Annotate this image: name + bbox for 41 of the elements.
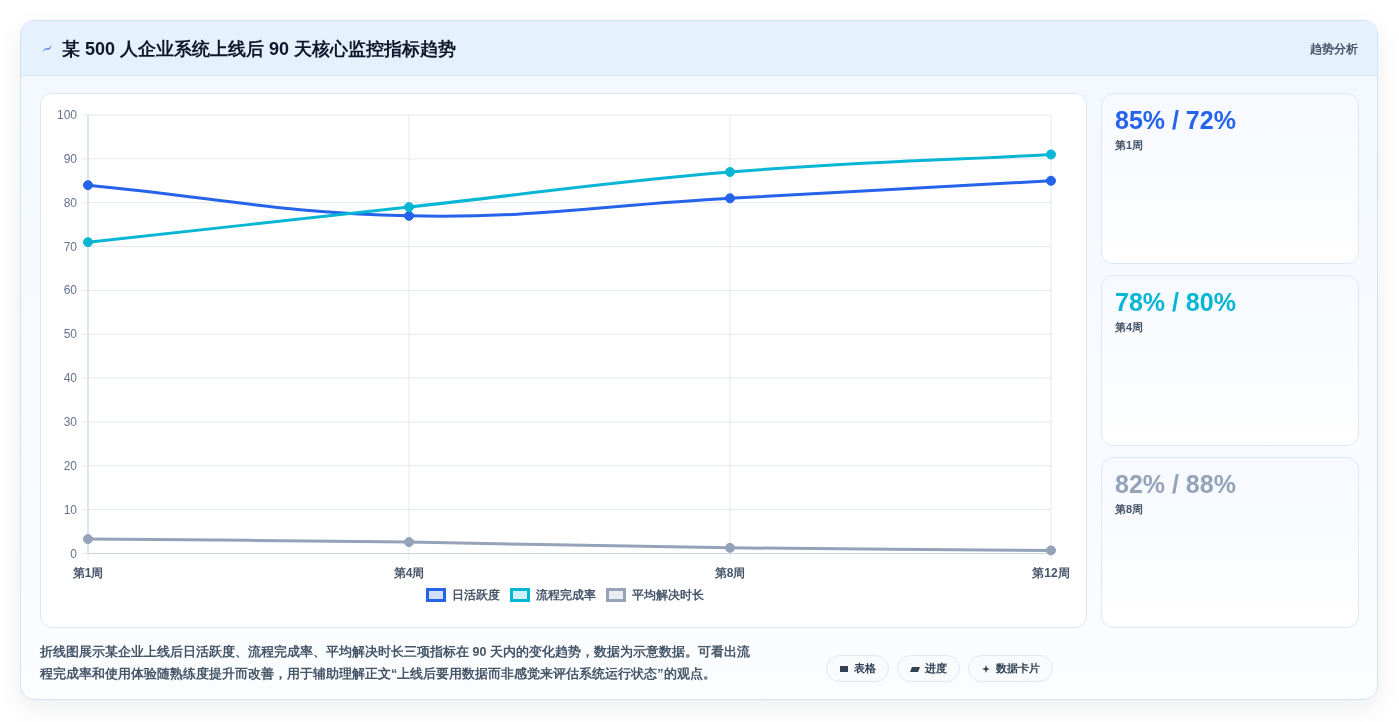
text: 表格 <box>854 661 876 676</box>
text: 78% / 80% <box>1115 287 1236 318</box>
x-tick-label: 第1周 <box>71 565 104 580</box>
y-tick-label: 80 <box>63 195 78 210</box>
point <box>1046 175 1056 186</box>
point <box>725 193 735 204</box>
y-tick-label: 100 <box>56 108 78 122</box>
y-tick-label: 30 <box>63 414 78 429</box>
legend-label: 日活跃度 <box>451 587 500 603</box>
chart-title: 某 500 人企业系统上线后 90 天核心监控指标趋势 <box>62 38 457 61</box>
x-tick-label: 第8周 <box>713 565 746 580</box>
text: 折线图展示某企业上线后日活跃度、流程完成率、平均解决时长三项指标在 90 天内的变化趋势，数据为示意数据。可看出流程完成率和使用体验随熟练度提升而改善，用于辅助理解正文“上线后要用数据而非感觉来评估系统运行状态”的观点。 <box>40 643 751 683</box>
point <box>404 202 414 213</box>
text: 进度 <box>925 661 947 676</box>
point <box>83 534 93 545</box>
text: 85% / 72% <box>1115 105 1236 136</box>
y-tick-label: 40 <box>63 371 78 386</box>
text: 数据卡片 <box>996 661 1040 676</box>
y-tick-label: 10 <box>63 502 78 517</box>
text: 第8周 <box>1115 502 1144 516</box>
text: 第1周 <box>1115 138 1144 152</box>
x-tick-label: 第12周 <box>1031 565 1070 580</box>
x-tick-label: 第4周 <box>392 565 425 580</box>
point <box>83 180 93 191</box>
y-tick-label: 50 <box>63 327 78 342</box>
point <box>725 167 735 178</box>
text: 第4周 <box>1115 320 1144 334</box>
y-tick-label: 90 <box>63 151 78 166</box>
y-tick-label: 60 <box>63 283 78 298</box>
legend-label: 平均解决时长 <box>631 587 704 603</box>
y-tick-label: 70 <box>63 239 78 254</box>
legend-label: 流程完成率 <box>535 587 596 603</box>
point <box>725 542 735 553</box>
text: 82% / 88% <box>1115 469 1236 500</box>
point <box>404 537 414 548</box>
y-tick-label: 0 <box>70 546 78 561</box>
point <box>1046 545 1056 556</box>
point <box>1046 149 1056 160</box>
point <box>404 210 414 221</box>
text: 趋势分析 <box>1310 41 1358 57</box>
y-tick-label: 20 <box>63 458 78 473</box>
